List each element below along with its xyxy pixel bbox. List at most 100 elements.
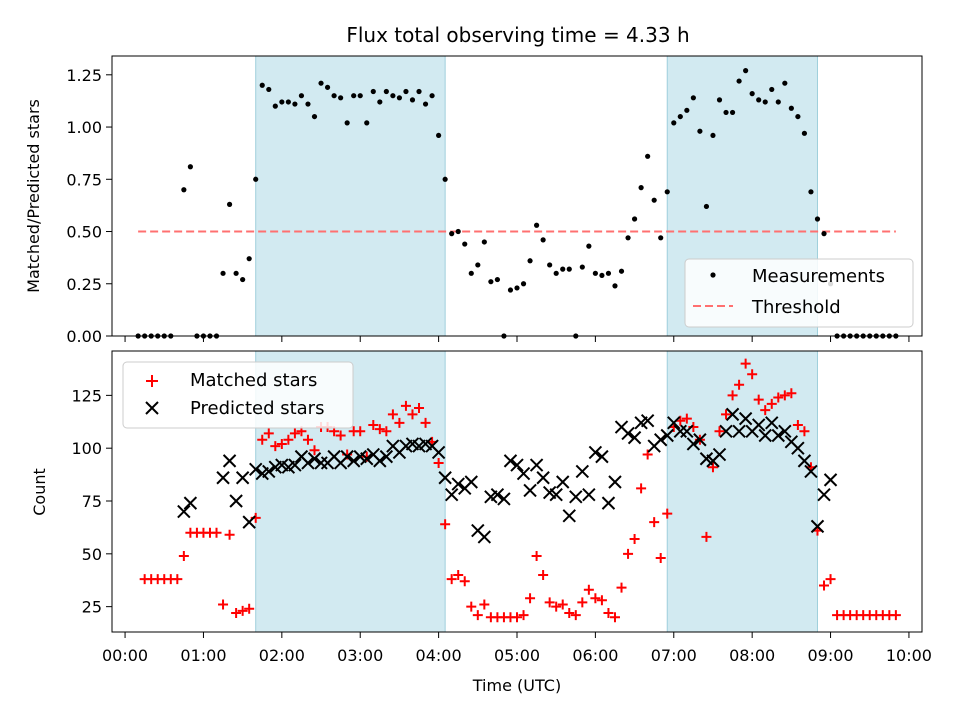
measurement-point	[422, 101, 429, 107]
x-tick-label: 02:00	[259, 646, 305, 665]
measurement-point	[331, 93, 337, 99]
predicted-star-point	[823, 473, 838, 487]
predicted-star-point	[732, 424, 746, 438]
measurement-point	[292, 101, 298, 107]
predicted-stars-layer	[177, 407, 838, 544]
predicted-star-point	[490, 487, 505, 502]
predicted-star-point	[536, 471, 550, 485]
predicted-star-point	[771, 428, 785, 443]
measurement-point	[658, 235, 664, 241]
predicted-star-point	[216, 471, 230, 485]
measurement-point	[266, 86, 272, 93]
measurement-point	[788, 105, 794, 111]
matched-star-point	[257, 434, 268, 445]
measurement-point	[449, 231, 455, 237]
measurement-point	[710, 132, 716, 139]
predicted-star-point	[556, 475, 570, 489]
predicted-star-point	[242, 515, 256, 529]
top-y-tick-label: 1.25	[66, 66, 102, 85]
matched-star-point	[531, 550, 542, 561]
measurement-point	[409, 97, 416, 103]
matched-star-point	[825, 574, 836, 585]
predicted-star-point	[510, 458, 524, 472]
matched-star-point	[335, 430, 346, 441]
predicted-star-point	[797, 454, 812, 468]
top-shaded-region-0	[255, 55, 446, 337]
measurement-point	[801, 130, 808, 136]
measurement-point	[599, 272, 605, 279]
measurement-point	[677, 113, 683, 120]
matched-star-point	[701, 531, 712, 542]
matched-star-point	[466, 601, 477, 612]
predicted-star-point	[627, 430, 642, 445]
predicted-star-point	[601, 496, 616, 510]
matched-star-point	[224, 529, 235, 540]
measurement-point	[344, 120, 350, 126]
measurement-point	[547, 262, 553, 268]
measurement-point	[253, 176, 259, 182]
measurement-point	[527, 258, 533, 264]
matched-star-point	[773, 392, 784, 403]
bottom-shaded-region-1	[666, 350, 818, 633]
predicted-star-point	[177, 504, 191, 519]
measurement-point	[520, 281, 527, 287]
measurement-point	[814, 216, 821, 222]
predicted-star-point	[621, 426, 635, 441]
top-y-axis-label: Matched/Predicted stars	[24, 99, 43, 293]
predicted-star-point	[804, 464, 818, 479]
top-y-tick-label: 0.25	[66, 275, 102, 294]
matched-star-point	[583, 584, 594, 595]
measurement-point	[279, 99, 285, 105]
matched-star-point	[649, 517, 660, 528]
bottom-y-tick-label: 100	[71, 439, 102, 458]
matched-star-point	[211, 527, 222, 538]
top-legend: Measurements Threshold	[684, 258, 914, 328]
predicted-star-point	[588, 445, 603, 460]
predicted-star-point	[340, 449, 354, 464]
matched-star-point	[518, 610, 529, 621]
top-legend-box	[684, 258, 914, 328]
matched-star-point	[355, 426, 366, 437]
measurement-point	[631, 216, 638, 222]
bottom-legend: Matched stars Predicted stars	[122, 361, 354, 429]
predicted-star-point	[523, 483, 537, 498]
top-y-tick-label: 0.75	[66, 170, 102, 189]
x-tick-label: 08:00	[729, 646, 775, 665]
measurement-point	[370, 88, 376, 95]
measurement-point	[351, 93, 357, 99]
matched-star-point	[564, 607, 575, 618]
measurement-point	[318, 80, 324, 86]
matched-star-point	[289, 428, 300, 439]
measurement-point	[416, 88, 422, 95]
predicted-star-point	[778, 424, 792, 438]
matched-star-point	[747, 369, 758, 380]
predicted-star-point	[791, 441, 805, 455]
legend-matched-marker	[146, 375, 158, 387]
matched-star-point	[734, 379, 745, 390]
matched-star-point	[446, 574, 457, 585]
measurement-point	[285, 99, 291, 105]
x-tick-label: 01:00	[180, 646, 226, 665]
measurement-point	[775, 99, 781, 105]
top-x-ticks	[124, 336, 910, 342]
measurement-point	[697, 128, 703, 134]
predicted-star-point	[222, 454, 237, 468]
predicted-star-point	[686, 437, 701, 451]
predicted-star-point	[810, 519, 825, 534]
measurement-point	[390, 93, 396, 99]
measurement-point	[338, 95, 344, 101]
matched-star-point	[609, 612, 620, 623]
matched-star-point	[172, 574, 183, 585]
predicted-star-point	[438, 471, 452, 485]
measurement-point	[481, 239, 487, 245]
measurement-point	[357, 93, 363, 99]
measurement-point	[579, 264, 585, 270]
predicted-star-point	[249, 462, 263, 477]
x-tick-label: 05:00	[494, 646, 540, 665]
predicted-star-point	[712, 447, 727, 462]
predicted-star-point	[765, 416, 779, 430]
measurement-point	[246, 256, 252, 262]
bottom-y-axis-label: Count	[30, 468, 49, 516]
matched-star-point	[276, 438, 287, 449]
measurement-point	[625, 235, 631, 241]
